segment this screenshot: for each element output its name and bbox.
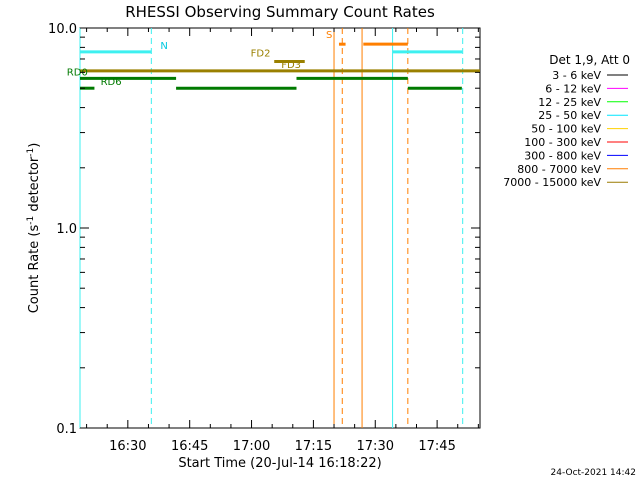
flag-annotation: RD0 [67,67,88,78]
x-tick-label: 17:15 [295,439,332,454]
x-tick-label: 17:45 [418,439,455,454]
legend-entry-label: 800 - 7000 keV [517,163,601,176]
y-label-part: Count Rate (s [27,225,42,314]
legend-entry-label: 12 - 25 keV [538,96,601,109]
axes: 16:30 16:45 17:00 17:15 17:30 17:45 10.0 1.0 0.1 [48,22,480,454]
x-tick-label: 16:30 [109,439,146,454]
x-tick-label: 17:00 [233,439,270,454]
legend-entry-label: 3 - 6 keV [552,69,601,82]
legend-header: Det 1,9, Att 0 [549,53,630,67]
x-tick-label: 16:45 [171,439,208,454]
footer-date: 24-Oct-2021 14:42 [551,468,636,478]
flag-annotation: RD6 [101,77,122,88]
y-axis-label: Count Rate (s-1 detector-1) [26,143,42,314]
legend-entry-label: 25 - 50 keV [538,109,601,122]
legend-entry-label: 50 - 100 keV [531,123,601,136]
chart-title: RHESSI Observing Summary Count Rates [125,3,435,21]
legend-entry-label: 100 - 300 keV [524,136,601,149]
chart-marks: N S FD2 FD3 RD0 RD6 [67,28,480,428]
flag-annotation: FD3 [281,60,301,71]
y-tick-label: 10.0 [48,22,77,37]
x-axis-label: Start Time (20-Jul-14 16:18:22) [178,456,381,471]
legend-entry-label: 300 - 800 keV [524,149,601,162]
y-label-superscript: -1 [26,216,36,225]
legend-entry-label: 7000 - 15000 keV [503,176,601,189]
x-tick-label: 17:30 [357,439,394,454]
y-label-superscript: -1 [26,148,36,157]
flag-annotation: FD2 [251,49,271,60]
legend-entry-label: 6 - 12 keV [545,82,601,95]
flag-annotation: S [326,30,332,41]
y-label-part: ) [27,143,42,148]
flag-annotation: N [160,41,167,52]
y-tick-label: 0.1 [56,422,77,437]
y-tick-label: 1.0 [56,222,77,237]
y-label-part: detector [27,156,42,216]
